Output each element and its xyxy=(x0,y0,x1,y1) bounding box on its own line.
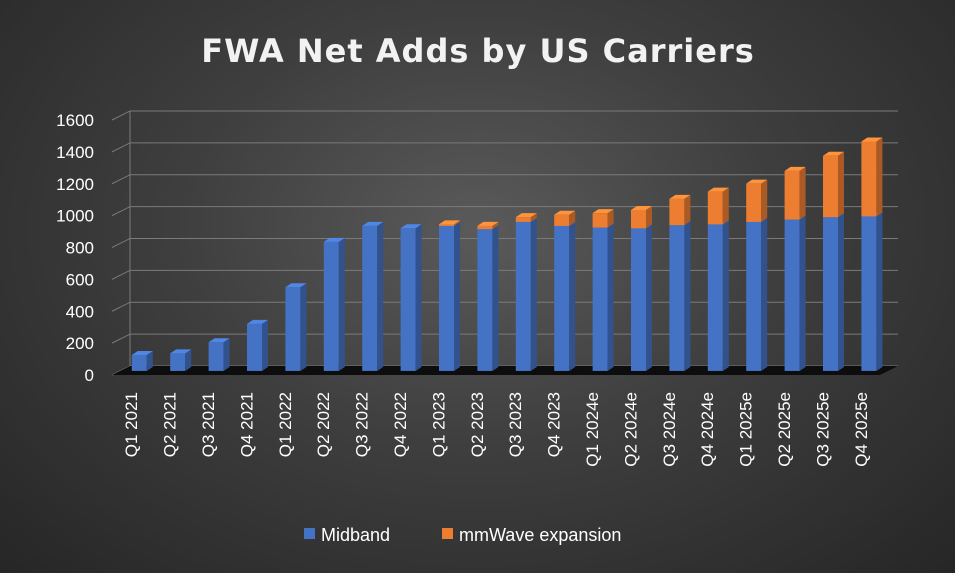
chart-floor xyxy=(112,366,898,375)
y-tick-label: 1000 xyxy=(56,207,94,226)
y-tick-label: 800 xyxy=(66,239,94,258)
x-tick-label: Q4 2023 xyxy=(545,392,564,457)
gridline-side xyxy=(111,333,131,344)
bar-midband xyxy=(515,217,537,371)
y-tick-label: 600 xyxy=(66,270,94,289)
y-tick-label: 0 xyxy=(85,366,94,385)
bar-midband xyxy=(400,224,422,371)
bar-midband xyxy=(554,221,576,371)
legend-label-midband: Midband xyxy=(321,525,390,545)
bar-midband xyxy=(823,213,844,371)
y-tick-label: 200 xyxy=(66,334,94,353)
x-tick-label: Q1 2025e xyxy=(737,392,756,467)
x-tick-label: Q3 2023 xyxy=(506,392,525,457)
x-tick-label: Q1 2023 xyxy=(429,392,448,457)
bar-midband xyxy=(861,212,883,371)
bar-midband xyxy=(631,224,652,371)
gridline-side xyxy=(111,142,131,153)
bar-midband xyxy=(746,217,768,371)
legend-label-mmwave-expansion: mmWave expansion xyxy=(459,525,621,545)
y-axis-ticks: 0 200 400 600 800 1000 1200 1400 1600 xyxy=(56,111,94,385)
x-tick-label: Q3 2025e xyxy=(813,392,832,467)
x-tick-label: Q3 2024e xyxy=(660,392,679,467)
bar-midband xyxy=(439,221,460,371)
gridline-side xyxy=(111,269,131,280)
x-tick-label: Q2 2023 xyxy=(468,392,487,457)
x-tick-label: Q3 2022 xyxy=(353,392,372,457)
gridline-side xyxy=(111,206,131,217)
x-tick-label: Q1 2021 xyxy=(122,392,141,457)
bars xyxy=(131,137,883,371)
x-tick-label: Q4 2022 xyxy=(391,392,410,457)
bar-mmwave-expansion xyxy=(707,187,729,225)
legend: Midband mmWave expansion xyxy=(304,525,621,545)
gridline-side xyxy=(111,174,131,185)
x-tick-label: Q4 2024e xyxy=(698,392,717,467)
x-tick-label: Q4 2025e xyxy=(852,392,871,467)
gridlines xyxy=(111,110,898,376)
bar-mmwave-expansion xyxy=(439,220,460,226)
bar-mmwave-expansion xyxy=(631,205,652,229)
bar-mmwave-expansion xyxy=(861,137,883,217)
gridline-side xyxy=(111,238,131,248)
x-axis-labels: Q1 2021 Q2 2021 Q3 2021 Q4 2021 Q1 2022 Q2 20… xyxy=(122,392,871,467)
bar-mmwave-expansion xyxy=(592,209,614,228)
x-tick-label: Q2 2021 xyxy=(161,392,180,457)
floor-plane xyxy=(112,366,898,375)
bar-midband xyxy=(784,215,806,371)
x-tick-label: Q4 2021 xyxy=(237,392,256,457)
bar-mmwave-expansion xyxy=(554,210,576,226)
bar-mmwave-expansion xyxy=(669,194,691,226)
bar-mmwave-expansion xyxy=(477,221,499,230)
bar-midband xyxy=(208,338,230,371)
x-tick-label: Q2 2022 xyxy=(314,392,333,457)
bar-midband xyxy=(592,223,614,371)
bar-midband xyxy=(170,349,192,371)
gridline-side xyxy=(111,301,131,312)
bar-midband xyxy=(323,237,345,371)
bar-mmwave-expansion xyxy=(784,166,806,220)
bar-midband xyxy=(247,319,268,371)
legend-swatch-mmwave xyxy=(442,528,453,539)
y-tick-label: 400 xyxy=(66,302,94,321)
x-tick-label: Q2 2025e xyxy=(775,392,794,467)
x-tick-label: Q3 2021 xyxy=(199,392,218,457)
legend-swatch-midband xyxy=(304,528,315,539)
y-tick-label: 1200 xyxy=(56,175,94,194)
y-tick-label: 1600 xyxy=(56,111,94,130)
bar-midband xyxy=(477,225,499,371)
bar-mmwave-expansion xyxy=(823,151,844,218)
bar-midband xyxy=(131,351,153,371)
x-tick-label: Q2 2024e xyxy=(621,392,640,467)
bar-midband xyxy=(285,283,307,371)
gridline-side xyxy=(111,110,131,121)
bar-midband xyxy=(362,221,384,371)
x-tick-label: Q1 2024e xyxy=(583,392,602,467)
bar-midband xyxy=(707,220,729,371)
bar-mmwave-expansion xyxy=(746,179,768,222)
x-tick-label: Q1 2022 xyxy=(276,392,295,457)
y-tick-label: 1400 xyxy=(56,143,94,162)
bar-mmwave-expansion xyxy=(515,213,537,222)
bar-midband xyxy=(669,221,691,371)
chart-title: FWA Net Adds by US Carriers xyxy=(201,32,755,70)
